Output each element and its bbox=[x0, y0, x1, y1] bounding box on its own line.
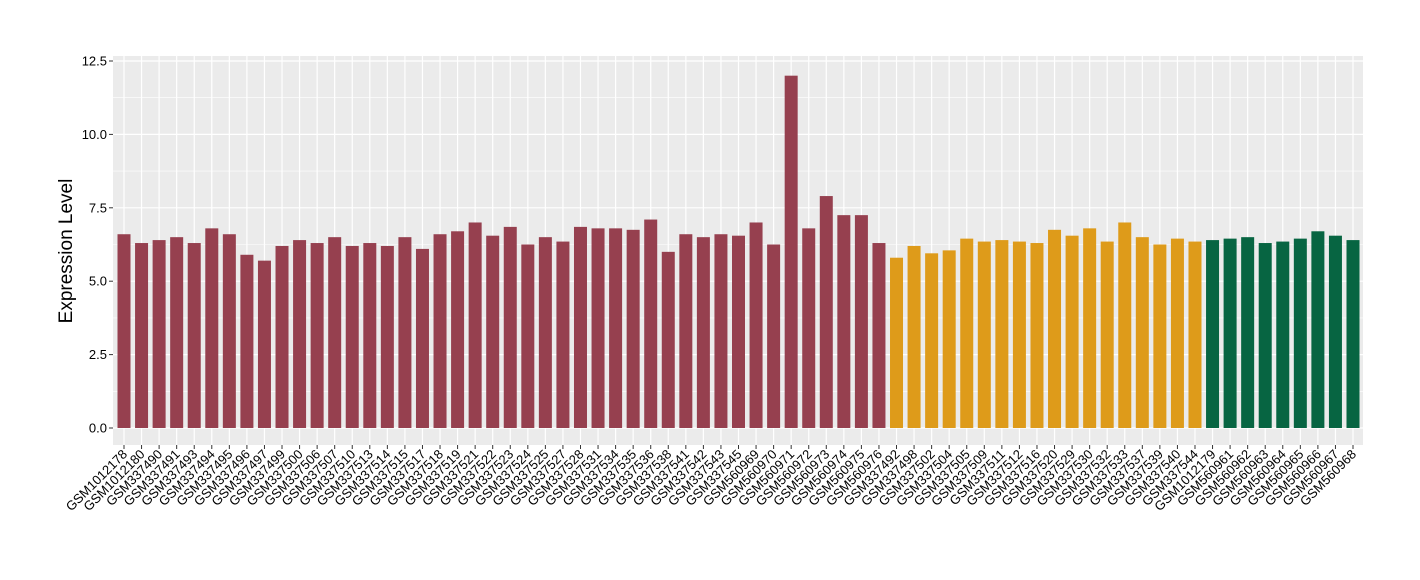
bar-GSM337495 bbox=[222, 234, 236, 428]
bar-GSM337521 bbox=[468, 222, 482, 428]
bar-GSM337506 bbox=[310, 243, 324, 428]
bar-GSM337505 bbox=[960, 238, 974, 428]
bar-GSM337528 bbox=[573, 226, 587, 428]
bar-GSM337514 bbox=[380, 245, 394, 428]
bar-GSM1012180 bbox=[135, 243, 149, 428]
bar-GSM1012179 bbox=[1206, 240, 1220, 428]
bar-GSM560974 bbox=[837, 215, 851, 428]
bar-GSM337527 bbox=[556, 241, 570, 428]
bar-GSM337512 bbox=[1012, 241, 1026, 428]
bar-GSM337539 bbox=[1153, 244, 1167, 428]
y-axis: 0.0 2.5 5.0 7.5 10.0 12.5 bbox=[82, 54, 113, 436]
bar-GSM337524 bbox=[521, 244, 535, 428]
bar-GSM337519 bbox=[451, 231, 465, 428]
y-tick-label: 7.5 bbox=[89, 200, 107, 215]
bar-GSM560976 bbox=[872, 243, 886, 428]
bar-GSM560966 bbox=[1311, 231, 1325, 428]
bar-GSM337499 bbox=[275, 245, 289, 428]
bar-GSM560965 bbox=[1293, 238, 1307, 428]
y-tick-label: 12.5 bbox=[82, 54, 107, 69]
bar-GSM337540 bbox=[1170, 238, 1184, 428]
bar-GSM337529 bbox=[1065, 235, 1079, 428]
bar-GSM337532 bbox=[1100, 241, 1114, 428]
bar-GSM337543 bbox=[714, 234, 728, 428]
bar-GSM337538 bbox=[661, 251, 675, 428]
bar-GSM337490 bbox=[152, 240, 166, 428]
bar-GSM337534 bbox=[609, 228, 623, 428]
bar-GSM337516 bbox=[1030, 243, 1044, 428]
bar-GSM337492 bbox=[890, 257, 904, 428]
bar-GSM560968 bbox=[1346, 240, 1360, 428]
bar-GSM560961 bbox=[1223, 238, 1237, 428]
bar-GSM337515 bbox=[398, 237, 412, 428]
bar-GSM560963 bbox=[1258, 243, 1272, 428]
bar-GSM337498 bbox=[907, 245, 921, 428]
bar-GSM337502 bbox=[925, 253, 939, 428]
bar-GSM337493 bbox=[187, 243, 201, 428]
bar-GSM337510 bbox=[345, 245, 359, 428]
bar-GSM337523 bbox=[503, 226, 517, 428]
bars bbox=[117, 75, 1360, 429]
bar-GSM337500 bbox=[293, 240, 307, 428]
bar-GSM560964 bbox=[1276, 241, 1290, 428]
bar-GSM337497 bbox=[257, 260, 271, 428]
bar-GSM337525 bbox=[538, 237, 552, 428]
bar-GSM337545 bbox=[732, 235, 745, 428]
bar-GSM1012178 bbox=[117, 234, 131, 428]
bar-GSM337520 bbox=[1048, 229, 1062, 428]
bar-GSM560972 bbox=[802, 228, 816, 428]
bar-GSM560970 bbox=[767, 244, 781, 428]
bar-GSM337530 bbox=[1083, 228, 1097, 428]
y-tick-label: 10.0 bbox=[82, 127, 107, 142]
x-axis: GSM1012178GSM1012180GSM337490GSM337491GS… bbox=[63, 445, 1359, 514]
bar-GSM337531 bbox=[591, 228, 605, 428]
bar-GSM337494 bbox=[205, 228, 219, 428]
bar-GSM337522 bbox=[486, 235, 500, 428]
bar-GSM337491 bbox=[170, 237, 184, 428]
bar-GSM337509 bbox=[977, 241, 991, 428]
bar-GSM337542 bbox=[696, 237, 710, 428]
y-axis-title: Expression Level bbox=[56, 179, 77, 324]
bar-GSM560975 bbox=[854, 215, 868, 428]
bar-GSM337517 bbox=[415, 248, 429, 428]
bar-GSM337513 bbox=[363, 243, 377, 428]
y-tick-label: 5.0 bbox=[89, 274, 107, 289]
bar-GSM337536 bbox=[644, 219, 658, 428]
bar-GSM337504 bbox=[942, 250, 956, 428]
bar-GSM337507 bbox=[328, 237, 342, 428]
bar-GSM337533 bbox=[1118, 222, 1132, 428]
bar-GSM337535 bbox=[626, 229, 640, 428]
bar-GSM560967 bbox=[1328, 235, 1342, 428]
bar-GSM560969 bbox=[749, 222, 763, 428]
bar-GSM560971 bbox=[784, 75, 798, 429]
bar-GSM337541 bbox=[679, 234, 693, 428]
bar-GSM337518 bbox=[433, 234, 447, 428]
bar-GSM337511 bbox=[995, 240, 1009, 428]
y-tick-label: 0.0 bbox=[89, 421, 107, 436]
bar-GSM560973 bbox=[819, 196, 833, 428]
bar-GSM560962 bbox=[1241, 237, 1255, 428]
bar-GSM337537 bbox=[1135, 237, 1149, 428]
y-tick-label: 2.5 bbox=[89, 347, 107, 362]
bar-GSM337496 bbox=[240, 254, 254, 428]
bar-GSM337544 bbox=[1188, 241, 1202, 428]
